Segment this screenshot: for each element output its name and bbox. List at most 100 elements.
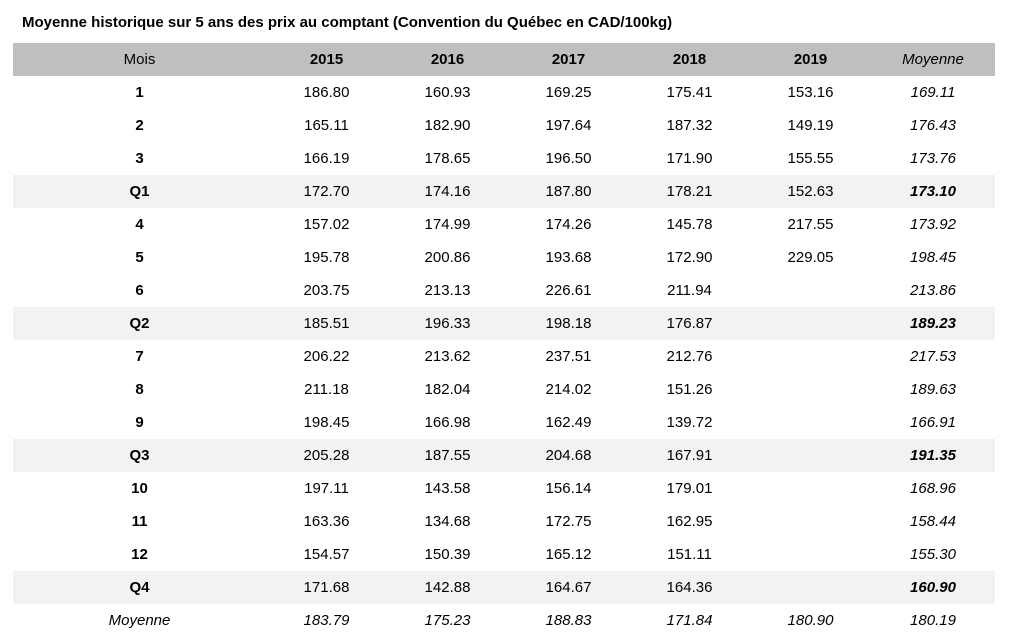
quarter-row-q4: Q4 171.68 142.88 164.67 164.36 160.90 — [13, 571, 995, 604]
cell-2018: 164.36 — [629, 571, 750, 604]
row-label: Q4 — [13, 571, 266, 604]
cell-2015: 165.11 — [304, 117, 349, 134]
cell-2015: 203.75 — [303, 282, 350, 299]
header-row: Mois 2015 2016 2017 2018 2019 Moyenne — [13, 43, 995, 76]
cell-moyenne: 198.45 — [910, 249, 956, 266]
cell-2016: 150.39 — [424, 546, 471, 563]
row-label: 9 — [135, 414, 144, 431]
cell-moyenne: 189.23 — [871, 307, 995, 340]
month-row-12: 12 154.57 150.39 165.12 151.11 155.30 — [13, 538, 995, 571]
cell-moyenne: 189.63 — [910, 381, 956, 398]
row-label: Moyenne — [108, 612, 171, 629]
cell-2018: 167.91 — [629, 439, 750, 472]
cell-2019 — [750, 307, 871, 340]
month-row-6: 6 203.75 213.13 226.61 211.94 213.86 — [13, 274, 995, 307]
column-header-moyenne: Moyenne — [871, 43, 995, 76]
month-row-7: 7 206.22 213.62 237.51 212.76 217.53 — [13, 340, 995, 373]
month-row-2: 2 165.11 182.90 197.64 187.32 149.19 176.43 — [13, 109, 995, 142]
cell-2015: 166.19 — [303, 150, 350, 167]
cell-2017: 187.80 — [508, 175, 629, 208]
cell-2018: 151.11 — [667, 546, 712, 563]
row-label: 10 — [131, 480, 148, 497]
cell-2015: 183.79 — [303, 612, 350, 629]
table-header: Mois 2015 2016 2017 2018 2019 Moyenne — [13, 43, 995, 76]
cell-2015: 154.57 — [303, 546, 350, 563]
cell-moyenne: 168.96 — [910, 480, 956, 497]
cell-moyenne: 213.86 — [910, 282, 956, 299]
quarter-row-q2: Q2 185.51 196.33 198.18 176.87 189.23 — [13, 307, 995, 340]
cell-2016: 187.55 — [387, 439, 508, 472]
column-header-2019: 2019 — [750, 43, 871, 76]
cell-moyenne: 173.10 — [871, 175, 995, 208]
quarter-row-q3: Q3 205.28 187.55 204.68 167.91 191.35 — [13, 439, 995, 472]
table-title: Moyenne historique sur 5 ans des prix au… — [22, 14, 673, 31]
cell-2017: 165.12 — [545, 546, 592, 563]
cell-2019: 152.63 — [750, 175, 871, 208]
cell-2016: 174.16 — [387, 175, 508, 208]
cell-2018: 139.72 — [666, 414, 713, 431]
cell-2019 — [750, 406, 871, 439]
cell-2016: 196.33 — [387, 307, 508, 340]
month-row-8: 8 211.18 182.04 214.02 151.26 189.63 — [13, 373, 995, 406]
cell-moyenne: 160.90 — [871, 571, 995, 604]
cell-moyenne: 191.35 — [871, 439, 995, 472]
row-label: Q3 — [13, 439, 266, 472]
cell-2018: 151.26 — [666, 381, 713, 398]
cell-2016: 182.90 — [424, 117, 471, 134]
cell-2015: 206.22 — [303, 348, 350, 365]
cell-2017: 172.75 — [545, 513, 592, 530]
cell-2017: 226.61 — [545, 282, 592, 299]
cell-2016: 143.58 — [424, 480, 471, 497]
month-row-4: 4 157.02 174.99 174.26 145.78 217.55 173.92 — [13, 208, 995, 241]
row-label: 7 — [135, 348, 144, 365]
column-header-2016: 2016 — [387, 43, 508, 76]
cell-moyenne: 166.91 — [910, 414, 956, 431]
month-row-5: 5 195.78 200.86 193.68 172.90 229.05 198.45 — [13, 241, 995, 274]
cell-2019 — [750, 472, 871, 505]
cell-2019: 180.90 — [787, 612, 834, 629]
month-row-1: 1 186.80 160.93 169.25 175.41 153.16 169.11 — [13, 76, 995, 109]
cell-2019 — [750, 538, 871, 571]
cell-2019 — [750, 274, 871, 307]
cell-2017: 164.67 — [508, 571, 629, 604]
cell-2016: 182.04 — [424, 381, 471, 398]
cell-2016: 174.99 — [424, 216, 471, 233]
cell-moyenne: 158.44 — [910, 513, 956, 530]
cell-2015: 185.51 — [266, 307, 387, 340]
cell-2017: 237.51 — [545, 348, 592, 365]
column-header-2018: 2018 — [629, 43, 750, 76]
cell-2015: 172.70 — [266, 175, 387, 208]
cell-2015: 163.36 — [303, 513, 350, 530]
cell-2016: 200.86 — [424, 249, 471, 266]
cell-2019: 229.05 — [787, 249, 834, 266]
cell-2019 — [750, 439, 871, 472]
cell-2018: 176.87 — [629, 307, 750, 340]
cell-2018: 179.01 — [666, 480, 713, 497]
column-header-2015: 2015 — [266, 43, 387, 76]
cell-moyenne: 169.11 — [910, 84, 956, 101]
cell-2016: 178.65 — [424, 150, 471, 167]
row-label: 4 — [135, 216, 144, 233]
cell-2017: 188.83 — [545, 612, 592, 629]
cell-2019: 149.19 — [787, 117, 834, 134]
cell-moyenne: 173.76 — [910, 150, 956, 167]
average-row: Moyenne 183.79 175.23 188.83 171.84 180.90 180… — [13, 604, 995, 637]
month-row-3: 3 166.19 178.65 196.50 171.90 155.55 173.76 — [13, 142, 995, 175]
cell-2017: 162.49 — [545, 414, 592, 431]
cell-2016: 160.93 — [424, 84, 471, 101]
cell-2018: 178.21 — [629, 175, 750, 208]
cell-2018: 175.41 — [666, 84, 713, 101]
month-row-9: 9 198.45 166.98 162.49 139.72 166.91 — [13, 406, 995, 439]
cell-2017: 169.25 — [545, 84, 592, 101]
cell-moyenne: 217.53 — [910, 348, 956, 365]
cell-2019: 155.55 — [787, 150, 834, 167]
cell-2016: 213.13 — [424, 282, 471, 299]
cell-2019 — [750, 571, 871, 604]
cell-moyenne: 180.19 — [910, 612, 956, 629]
cell-2015: 195.78 — [303, 249, 350, 266]
cell-2017: 196.50 — [545, 150, 592, 167]
cell-2019 — [750, 340, 871, 373]
quarter-row-q1: Q1 172.70 174.16 187.80 178.21 152.63 173.10 — [13, 175, 995, 208]
cell-2017: 197.64 — [545, 117, 592, 134]
cell-2019 — [750, 373, 871, 406]
